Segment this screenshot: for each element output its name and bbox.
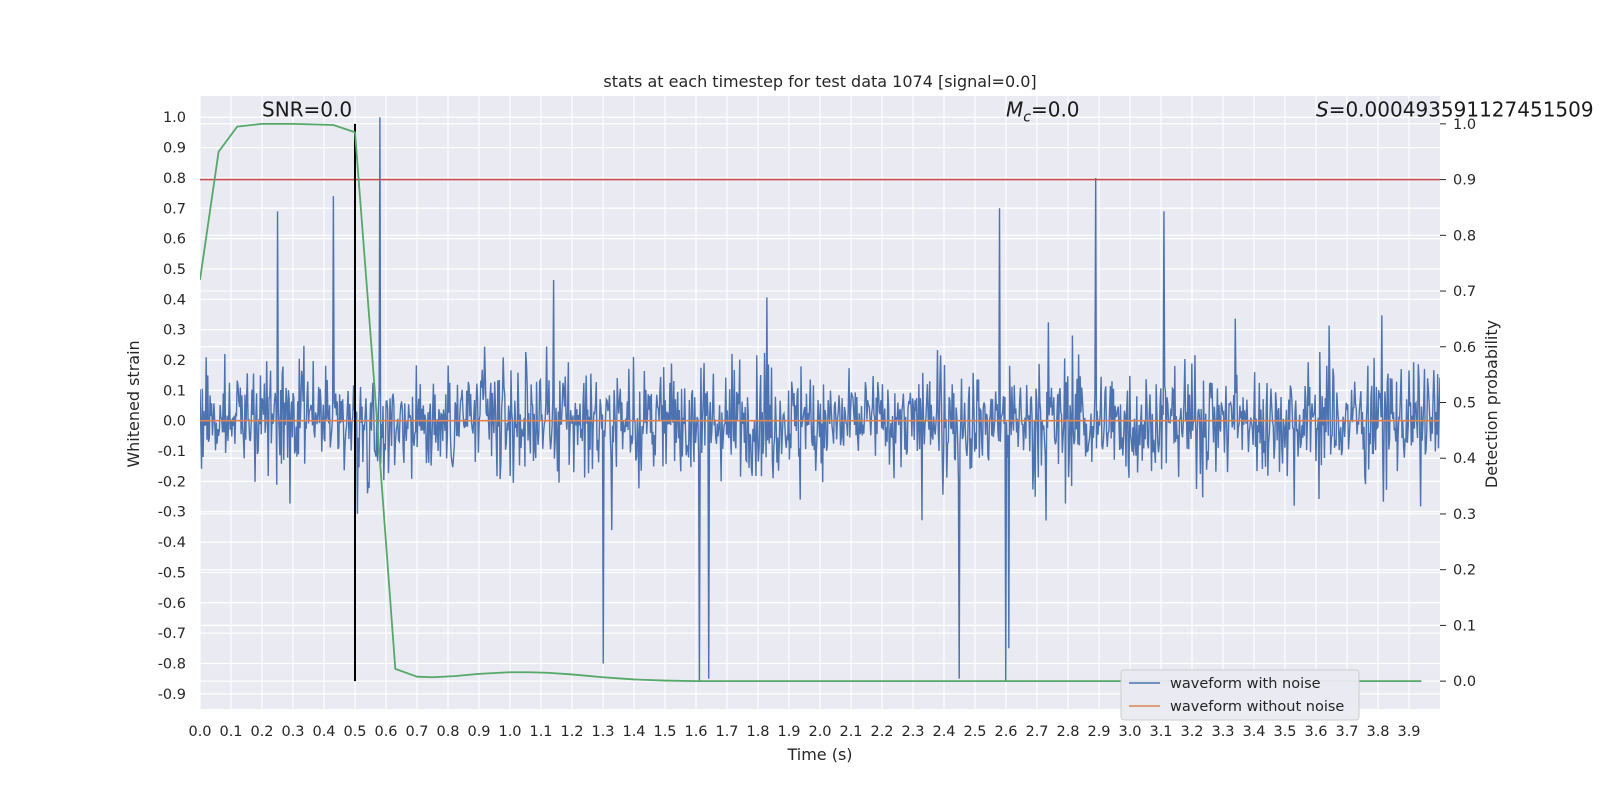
x-tick-label: 0.8 [436, 724, 459, 740]
x-tick-label: 0.0 [188, 724, 211, 740]
y2-tick-labels: 1.0 0.9 0.8 0.7 0.6 0.5 0.4 0.3 0.2 0.1 0.0 [1440, 117, 1476, 690]
y-tick-label: 0.0 [163, 414, 186, 430]
chart-title: stats at each timestep for test data 107… [603, 72, 1036, 91]
x-tick-label: 1.6 [684, 724, 707, 740]
y-tick-label: 0.3 [163, 323, 186, 339]
y2-tick-label: 0.6 [1453, 340, 1476, 356]
series-layer [200, 117, 1440, 683]
x-tick-label: 2.5 [963, 724, 986, 740]
x-tick-label: 0.7 [405, 724, 428, 740]
x-tick-label: 3.0 [1118, 724, 1141, 740]
y-tick-label: -0.9 [158, 687, 186, 703]
legend-label-waveform-without-noise: waveform without noise [1170, 699, 1344, 715]
y-tick-labels: 1.0 0.9 0.8 0.7 0.6 0.5 0.4 0.3 0.2 0.1 0.0 -0.1 -0.… [158, 110, 186, 703]
annotation-mc-value: =0.0 [1031, 97, 1080, 121]
x-tick-label: 1.1 [529, 724, 552, 740]
x-tick-label: 2.1 [839, 724, 862, 740]
x-tick-label: 1.3 [591, 724, 614, 740]
x-tick-label: 0.6 [374, 724, 397, 740]
x-tick-label: 3.4 [1242, 724, 1265, 740]
x-tick-label: 0.2 [250, 724, 273, 740]
y2-axis-label: Detection probability [1482, 320, 1501, 488]
y2-tick-label: 0.2 [1453, 563, 1476, 579]
x-tick-label: 2.6 [994, 724, 1017, 740]
y-tick-label: -0.7 [158, 626, 186, 642]
x-axis-label: Time (s) [786, 745, 852, 764]
series-detection-probability [200, 122, 1422, 683]
x-tick-label: 0.4 [312, 724, 335, 740]
x-tick-label: 1.5 [653, 724, 676, 740]
x-tick-label: 2.8 [1056, 724, 1079, 740]
x-tick-label: 3.7 [1335, 724, 1358, 740]
x-tick-label: 2.0 [808, 724, 831, 740]
x-tick-label: 2.7 [1025, 724, 1048, 740]
y-tick-label: 0.1 [163, 383, 186, 399]
x-tick-label: 3.8 [1366, 724, 1389, 740]
y2-tick-label: 0.5 [1453, 396, 1476, 412]
y-tick-label: -0.8 [158, 656, 186, 672]
y-tick-label: -0.3 [158, 505, 186, 521]
x-tick-label: 2.9 [1087, 724, 1110, 740]
y-tick-label: -0.2 [158, 474, 186, 490]
y2-tick-label: 0.7 [1453, 284, 1476, 300]
y2-tick-label: 0.3 [1453, 507, 1476, 523]
legend-label-waveform-with-noise: waveform with noise [1170, 676, 1321, 692]
x-tick-label: 0.1 [219, 724, 242, 740]
y2-tick-label: 0.8 [1453, 228, 1476, 244]
y-tick-label: -0.5 [158, 565, 186, 581]
x-tick-label: 1.4 [622, 724, 645, 740]
x-tick-label: 1.8 [746, 724, 769, 740]
y-tick-label: 0.4 [163, 292, 186, 308]
x-tick-label: 2.3 [901, 724, 924, 740]
annotation-mc-symbol: M [1006, 97, 1023, 121]
y-tick-label: -0.6 [158, 596, 186, 612]
x-tick-label: 2.2 [870, 724, 893, 740]
annotations: SNR=0.0 Mc=0.0 S=0.00049359112745150⁠⁠9 [262, 97, 1594, 125]
y-tick-label: 0.2 [163, 353, 186, 369]
y-tick-label: 1.0 [163, 110, 186, 126]
annotation-s-symbol: S [1316, 97, 1329, 121]
x-tick-label: 0.9 [467, 724, 490, 740]
x-tick-label: 1.9 [777, 724, 800, 740]
x-tick-label: 0.5 [343, 724, 366, 740]
x-tick-label: 1.2 [560, 724, 583, 740]
x-tick-label: 3.5 [1273, 724, 1296, 740]
x-tick-label: 3.9 [1397, 724, 1420, 740]
x-tick-label: 3.3 [1211, 724, 1234, 740]
x-tick-label: 2.4 [932, 724, 955, 740]
x-tick-label: 1.7 [715, 724, 738, 740]
y-tick-label: 0.8 [163, 171, 186, 187]
y-tick-label: 0.7 [163, 201, 186, 217]
x-tick-label: 1.0 [498, 724, 521, 740]
x-tick-label: 3.1 [1149, 724, 1172, 740]
y-tick-label: -0.1 [158, 444, 186, 460]
annotation-s-value: =0.00049359112745150⁠⁠9 [1329, 97, 1594, 121]
x-tick-label: 0.3 [281, 724, 304, 740]
y-axis-label: Whitened strain [124, 340, 143, 467]
annotation-mc: Mc=0.0 [1006, 97, 1080, 125]
y2-tick-label: 0.4 [1453, 451, 1476, 467]
y-tick-label: 0.9 [163, 141, 186, 157]
annotation-s: S=0.00049359112745150⁠⁠9 [1316, 97, 1594, 121]
y2-tick-label: 1.0 [1453, 117, 1476, 133]
annotation-snr: SNR=0.0 [262, 97, 352, 121]
y-tick-label: 0.6 [163, 232, 186, 248]
legend: waveform with noise waveform without noi… [1120, 669, 1360, 721]
y2-tick-label: 0.0 [1453, 674, 1476, 690]
y-tick-label: -0.4 [158, 535, 186, 551]
y2-tick-label: 0.1 [1453, 618, 1476, 634]
x-tick-labels: 0.0 0.1 0.2 0.3 0.4 0.5 0.6 0.7 0.8 0.9 1.0 1.1 1.2 1… [188, 724, 1420, 740]
legend-box [1120, 669, 1360, 721]
annotation-mc-subscript: c [1023, 109, 1031, 125]
y2-tick-label: 0.9 [1453, 173, 1476, 189]
x-tick-label: 3.2 [1180, 724, 1203, 740]
x-tick-label: 3.6 [1304, 724, 1327, 740]
y-tick-label: 0.5 [163, 262, 186, 278]
